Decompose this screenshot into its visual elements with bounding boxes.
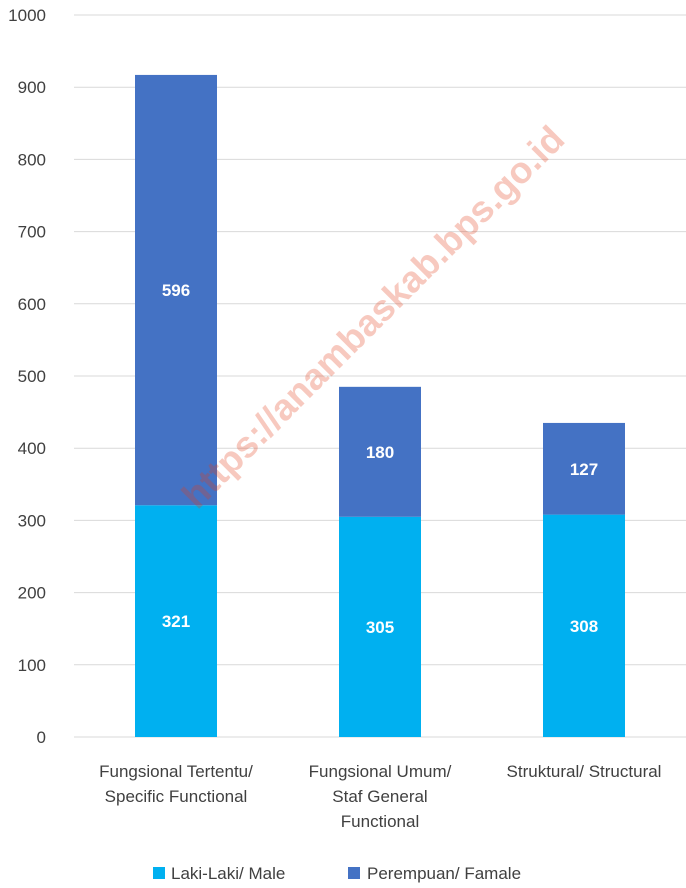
y-tick-label: 100: [18, 656, 46, 675]
bar-segment: [543, 514, 625, 737]
bar-segment: [339, 386, 421, 517]
y-tick-label: 1000: [8, 6, 46, 25]
y-tick-label: 500: [18, 367, 46, 386]
x-category-label: Staf General: [332, 787, 427, 806]
x-category-label: Struktural/ Structural: [507, 762, 662, 781]
bar-segment: [135, 74, 217, 506]
y-tick-label: 400: [18, 439, 46, 458]
y-tick-label: 0: [37, 728, 46, 747]
data-label: 180: [366, 443, 394, 462]
y-tick-label: 700: [18, 223, 46, 242]
y-tick-label: 300: [18, 511, 46, 530]
legend-swatch: [153, 867, 165, 879]
legend-label: Perempuan/ Famale: [367, 864, 521, 883]
data-label: 305: [366, 618, 394, 637]
y-tick-label: 600: [18, 295, 46, 314]
x-category-label: Specific Functional: [105, 787, 248, 806]
y-tick-label: 900: [18, 78, 46, 97]
y-tick-label: 800: [18, 150, 46, 169]
data-label: 321: [162, 612, 190, 631]
y-tick-label: 200: [18, 584, 46, 603]
legend-label: Laki-Laki/ Male: [171, 864, 285, 883]
x-category-label: Fungsional Tertentu/: [99, 762, 253, 781]
legend: Laki-Laki/ Male Perempuan/ Famale: [153, 864, 521, 883]
y-axis-tick-labels: 0 100 200 300 400 500 600 700 800 900 1000: [8, 6, 46, 747]
bar-segment: [339, 516, 421, 737]
data-label: 596: [162, 281, 190, 300]
data-labels: 321 596 305 180 308 127: [162, 281, 598, 637]
data-label: 308: [570, 617, 598, 636]
legend-swatch: [348, 867, 360, 879]
bars: [135, 74, 625, 737]
data-label: 127: [570, 460, 598, 479]
x-axis-category-labels: Fungsional Tertentu/Specific Functional F…: [99, 762, 661, 831]
bar-segment: [135, 505, 217, 737]
bar-segment: [543, 422, 625, 515]
x-category-label: Functional: [341, 812, 419, 831]
x-category-label: Fungsional Umum/: [309, 762, 452, 781]
